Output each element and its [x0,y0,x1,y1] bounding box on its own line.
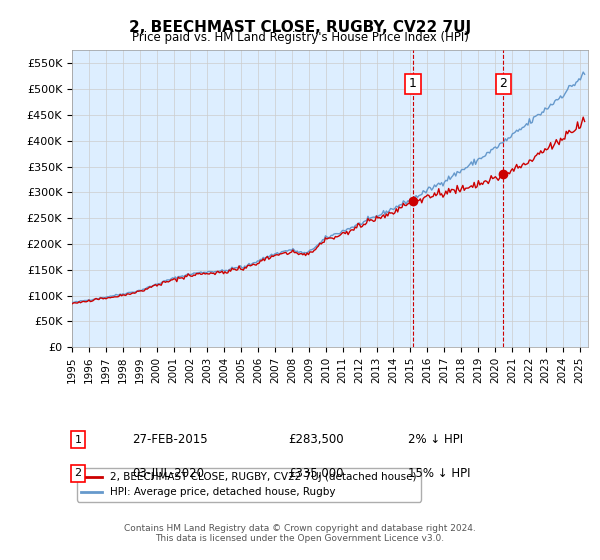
Text: Contains HM Land Registry data © Crown copyright and database right 2024.
This d: Contains HM Land Registry data © Crown c… [124,524,476,543]
Text: 15% ↓ HPI: 15% ↓ HPI [408,466,470,480]
Legend: 2, BEECHMAST CLOSE, RUGBY, CV22 7UJ (detached house), HPI: Average price, detach: 2, BEECHMAST CLOSE, RUGBY, CV22 7UJ (det… [77,468,421,502]
Text: Price paid vs. HM Land Registry's House Price Index (HPI): Price paid vs. HM Land Registry's House … [131,31,469,44]
Text: 27-FEB-2015: 27-FEB-2015 [132,433,208,446]
Text: 2% ↓ HPI: 2% ↓ HPI [408,433,463,446]
Text: 2: 2 [74,468,82,478]
Text: 1: 1 [409,77,417,91]
Text: £335,000: £335,000 [288,466,343,480]
Text: £283,500: £283,500 [288,433,344,446]
Text: 1: 1 [74,435,82,445]
Text: 2: 2 [499,77,508,91]
Text: 03-JUL-2020: 03-JUL-2020 [132,466,204,480]
Text: 2, BEECHMAST CLOSE, RUGBY, CV22 7UJ: 2, BEECHMAST CLOSE, RUGBY, CV22 7UJ [129,20,471,35]
